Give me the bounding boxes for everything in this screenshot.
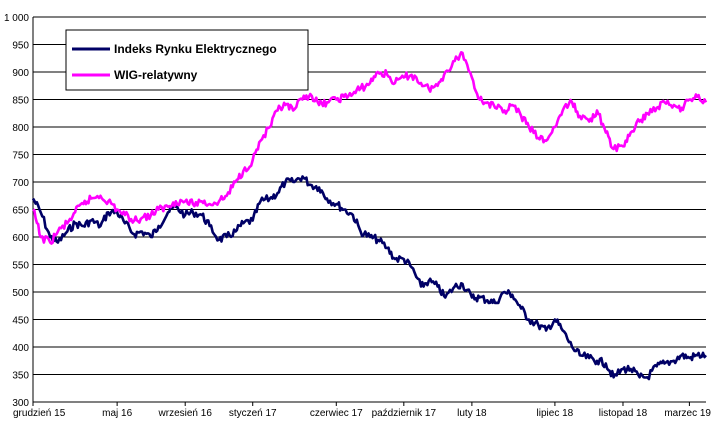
- legend-box: [65, 29, 309, 91]
- x-tick-label: luty 18: [457, 408, 487, 419]
- y-tick-label: 500: [12, 288, 29, 299]
- legend: Indeks Rynku Elektrycznego WIG-relatywny: [65, 29, 309, 91]
- y-tick-label: 700: [12, 178, 29, 189]
- y-tick-label: 350: [12, 371, 29, 382]
- x-tick-label: styczeń 17: [229, 408, 277, 419]
- y-tick-label: 850: [12, 96, 29, 107]
- x-tick-label: wrzesień 16: [158, 408, 213, 419]
- x-tick-label: grudzień 15: [13, 408, 66, 419]
- x-axis: grudzień 15 maj 16 wrzesień 16 styczeń 17 cz…: [13, 401, 711, 419]
- y-tick-label: 1 000: [4, 13, 29, 24]
- legend-label-indeks: Indeks Rynku Elektrycznego: [114, 42, 277, 56]
- y-tick-label: 950: [12, 41, 29, 52]
- y-tick-label: 900: [12, 68, 29, 79]
- series-line-1: [32, 51, 708, 245]
- y-tick-label: 650: [12, 206, 29, 217]
- plot-series: [31, 51, 708, 381]
- x-tick-label: październik 17: [372, 408, 437, 419]
- y-tick-label: 750: [12, 151, 29, 162]
- x-tick-label: czerwiec 17: [310, 408, 363, 419]
- y-tick-label: 450: [12, 316, 29, 327]
- y-tick-label: 800: [12, 123, 29, 134]
- x-tick-label: lipiec 18: [537, 408, 574, 419]
- legend-label-wig: WIG-relatywny: [114, 68, 198, 82]
- x-tick-label: listopad 18: [599, 408, 648, 419]
- series-line-0: [31, 175, 707, 381]
- x-tick-label: maj 16: [102, 408, 132, 419]
- y-tick-label: 300: [12, 398, 29, 409]
- y-gridlines: [33, 16, 706, 403]
- y-tick-label: 600: [12, 233, 29, 244]
- y-tick-label: 550: [12, 261, 29, 272]
- x-tick-label: marzec 19: [664, 408, 711, 419]
- y-tick-label: 400: [12, 343, 29, 354]
- y-axis: 300 350 400 450 500 550 600 650 700 750 800 850 900 9…: [4, 13, 34, 409]
